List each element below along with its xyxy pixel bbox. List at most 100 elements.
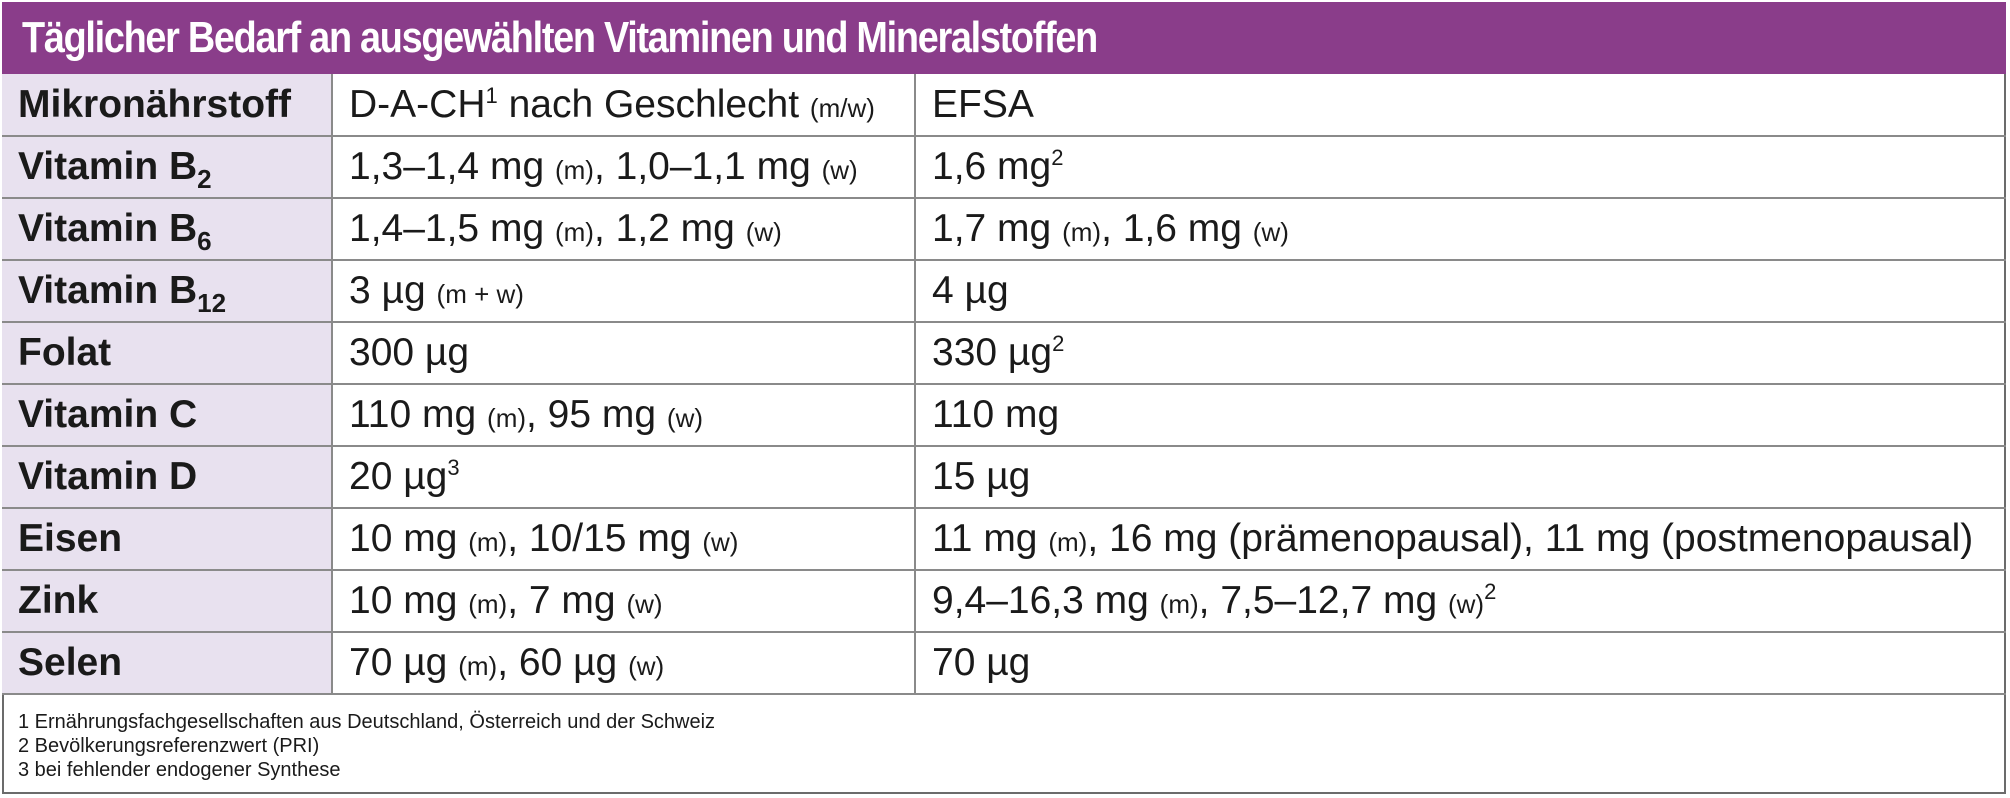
table-row: Folat 300 µg 330 µg2 bbox=[2, 322, 2006, 385]
table-row: Vitamin B12 3 µg (m + w) 4 µg bbox=[2, 260, 2006, 323]
dach-value-part: 20 µg bbox=[349, 455, 448, 498]
efsa-value-part: , 7,5–12,7 mg bbox=[1198, 579, 1448, 622]
dach-value: 70 µg (m), 60 µg (w) bbox=[332, 632, 916, 695]
dach-value-part: (m) bbox=[554, 217, 594, 247]
dach-value-part: 110 mg bbox=[349, 393, 488, 436]
efsa-value-part: 4 µg bbox=[932, 269, 1009, 312]
nutrient-label: Folat bbox=[18, 331, 112, 374]
header-efsa: EFSA bbox=[915, 74, 2006, 137]
nutrient-label: Vitamin B bbox=[18, 269, 198, 312]
dach-value-part: , 1,0–1,1 mg bbox=[593, 145, 822, 188]
nutrient-name: Vitamin D bbox=[2, 446, 333, 509]
efsa-value-part: 70 µg bbox=[932, 641, 1031, 684]
dach-value-part: 70 µg bbox=[349, 641, 459, 684]
efsa-value: 4 µg bbox=[915, 260, 2006, 323]
dach-value-part: , 60 µg bbox=[497, 641, 629, 684]
efsa-value-part: 2 bbox=[1052, 331, 1065, 356]
nutrient-name: Folat bbox=[2, 322, 333, 385]
nutrient-table: Mikronährstoff D-A-CH1 nach Geschlecht (… bbox=[2, 74, 2006, 695]
dach-value-part: 3 bbox=[447, 455, 460, 480]
table-row: Zink 10 mg (m), 7 mg (w) 9,4–16,3 mg (m), … bbox=[2, 570, 2006, 633]
dach-value-part: (m + w) bbox=[436, 279, 524, 309]
nutrient-name: Vitamin C bbox=[2, 384, 333, 447]
dach-value: 110 mg (m), 95 mg (w) bbox=[332, 384, 916, 447]
efsa-value: 110 mg bbox=[915, 384, 2006, 447]
header-dach: D-A-CH1 nach Geschlecht (m/w) bbox=[332, 74, 916, 137]
dach-value-part: , 10/15 mg bbox=[507, 517, 703, 560]
efsa-value: 11 mg (m), 16 mg (prämenopausal), 11 mg … bbox=[915, 508, 2006, 571]
dach-value-part: (m) bbox=[468, 527, 508, 557]
dach-value: 3 µg (m + w) bbox=[332, 260, 916, 323]
dach-value-part: (m) bbox=[458, 651, 498, 681]
efsa-value-part: (w) bbox=[1252, 217, 1289, 247]
efsa-value: 9,4–16,3 mg (m), 7,5–12,7 mg (w)2 bbox=[915, 570, 2006, 633]
dach-value: 1,4–1,5 mg (m), 1,2 mg (w) bbox=[332, 198, 916, 261]
table-row: Vitamin B2 1,3–1,4 mg (m), 1,0–1,1 mg (w)… bbox=[2, 136, 2006, 199]
table-title: Täglicher Bedarf an ausgewählten Vitamin… bbox=[22, 13, 1098, 62]
dach-value-part: , 95 mg bbox=[526, 393, 667, 436]
efsa-value: 70 µg bbox=[915, 632, 2006, 695]
footnote-2: 2 Bevölkerungsreferenzwert (PRI) bbox=[18, 735, 320, 757]
dach-value: 1,3–1,4 mg (m), 1,0–1,1 mg (w) bbox=[332, 136, 916, 199]
dach-value: 10 mg (m), 7 mg (w) bbox=[332, 570, 916, 633]
efsa-value: 1,7 mg (m), 1,6 mg (w) bbox=[915, 198, 2006, 261]
efsa-value: 330 µg2 bbox=[915, 322, 2006, 385]
efsa-value-part: (m) bbox=[1048, 527, 1088, 557]
footnotes: 1 Ernährungsfachgesellschaften aus Deuts… bbox=[18, 710, 715, 782]
efsa-value-part: , 1,6 mg bbox=[1101, 207, 1253, 250]
dach-value-part: , 1,2 mg bbox=[593, 207, 746, 250]
dach-value-part: (w) bbox=[626, 589, 663, 619]
nutrient-label: Selen bbox=[18, 641, 123, 684]
dach-value: 20 µg3 bbox=[332, 446, 916, 509]
dach-value-part: (m) bbox=[554, 155, 594, 185]
efsa-value-part: , 16 mg (prämenopausal), 11 mg (postmeno… bbox=[1087, 517, 1974, 560]
table-title-bar: Täglicher Bedarf an ausgewählten Vitamin… bbox=[2, 2, 2006, 74]
dach-value: 300 µg bbox=[332, 322, 916, 385]
nutrient-label: Vitamin B bbox=[18, 207, 198, 250]
dach-value-part: (w) bbox=[702, 527, 739, 557]
dach-value-part: 300 µg bbox=[349, 331, 470, 374]
dach-value-part: (w) bbox=[745, 217, 782, 247]
nutrient-name: Zink bbox=[2, 570, 333, 633]
efsa-value-part: (w) bbox=[1448, 589, 1485, 619]
nutrient-label: Vitamin B bbox=[18, 145, 198, 188]
dach-value-part: 3 µg bbox=[349, 269, 437, 312]
table-row: Vitamin D 20 µg3 15 µg bbox=[2, 446, 2006, 509]
dach-value-part: (w) bbox=[666, 403, 704, 433]
efsa-value: 1,6 mg2 bbox=[915, 136, 2006, 199]
dach-value-part: (w) bbox=[821, 155, 858, 185]
efsa-value-part: (m) bbox=[1159, 589, 1199, 619]
nutrient-label: Zink bbox=[18, 579, 99, 622]
nutrient-name: Selen bbox=[2, 632, 333, 695]
table-row: Eisen 10 mg (m), 10/15 mg (w) 11 mg (m), 1… bbox=[2, 508, 2006, 571]
header-dach-gender: (m/w) bbox=[809, 92, 875, 123]
efsa-value-part: 15 µg bbox=[932, 455, 1031, 498]
footnote-1: 1 Ernährungsfachgesellschaften aus Deuts… bbox=[18, 711, 716, 733]
efsa-value-part: 9,4–16,3 mg bbox=[932, 579, 1160, 622]
dach-value: 10 mg (m), 10/15 mg (w) bbox=[332, 508, 916, 571]
efsa-value-part: 110 mg bbox=[932, 393, 1060, 436]
footnote-3: 3 bei fehlender endogener Synthese bbox=[18, 759, 341, 781]
nutrient-name: Vitamin B12 bbox=[2, 260, 333, 323]
nutrient-subscript: 6 bbox=[197, 225, 212, 256]
efsa-value-part: 1,6 mg bbox=[932, 145, 1052, 188]
nutrient-subscript: 2 bbox=[197, 163, 212, 194]
efsa-value-part: 2 bbox=[1051, 145, 1064, 170]
efsa-value: 15 µg bbox=[915, 446, 2006, 509]
header-dach-footnote: 1 bbox=[485, 82, 498, 108]
nutrient-name: Vitamin B2 bbox=[2, 136, 333, 199]
nutrient-name: Vitamin B6 bbox=[2, 198, 333, 261]
table-row: Selen 70 µg (m), 60 µg (w) 70 µg bbox=[2, 632, 2006, 695]
dach-value-part: 10 mg bbox=[349, 517, 469, 560]
table-row: Vitamin C 110 mg (m), 95 mg (w) 110 mg bbox=[2, 384, 2006, 447]
nutrient-name: Eisen bbox=[2, 508, 333, 571]
efsa-value-part: 2 bbox=[1484, 579, 1497, 604]
dach-value-part: 1,3–1,4 mg bbox=[349, 145, 555, 188]
dach-value-part: , 7 mg bbox=[507, 579, 627, 622]
header-dach-label: D-A-CH bbox=[349, 82, 486, 126]
header-dach-rest: nach Geschlecht bbox=[497, 82, 810, 126]
dach-value-part: (m) bbox=[487, 403, 527, 433]
header-row: Mikronährstoff D-A-CH1 nach Geschlecht (… bbox=[2, 74, 2006, 137]
efsa-value-part: (m) bbox=[1062, 217, 1102, 247]
nutrient-label: Eisen bbox=[18, 517, 123, 560]
